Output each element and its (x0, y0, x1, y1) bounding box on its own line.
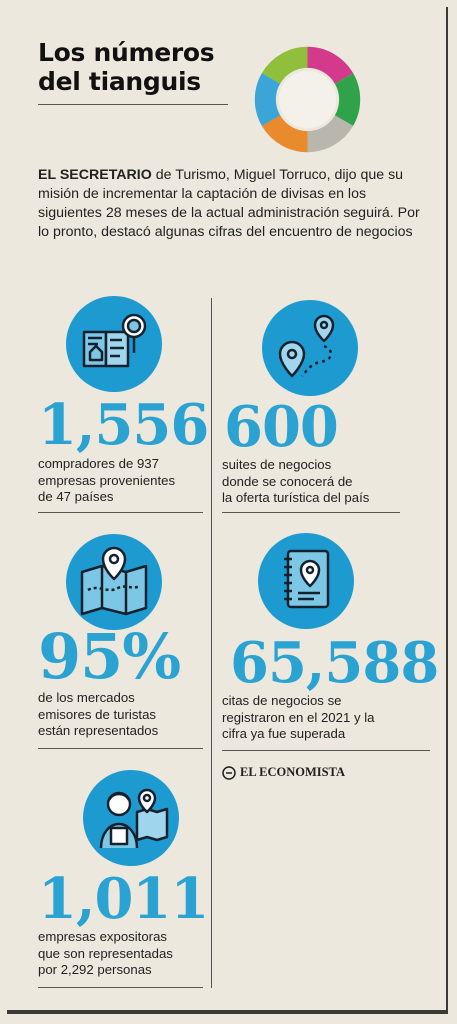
divider-left-3 (38, 987, 203, 988)
stat-value-4: 65,588 (230, 630, 438, 696)
title-line-2: del tianguis (38, 67, 238, 96)
divider-left-1 (38, 512, 203, 513)
stat-value-5: 1,011 (38, 866, 208, 932)
stat-value-3: 95% (38, 620, 180, 693)
logo-text: EL ECONOMISTA (240, 765, 345, 780)
map-pin-icon (66, 534, 162, 630)
divider-left-2 (38, 748, 203, 749)
stat-desc-4: citas de negocios se registraron en el 2… (222, 693, 427, 743)
title-divider (38, 104, 228, 105)
stat-value-1: 1,556 (38, 392, 208, 458)
stat-desc-3: de los mercados emisores de turistas est… (38, 690, 208, 740)
page-title: Los números del tianguis (38, 38, 238, 96)
brochure-location-icon (66, 296, 162, 392)
stat-desc-5: empresas expositoras que son representad… (38, 929, 208, 979)
notebook-pin-icon (258, 533, 354, 629)
stat-value-2: 600 (224, 394, 338, 460)
stat-desc-1: compradores de 937 empresas provenientes… (38, 456, 208, 506)
economista-logo-mark (222, 766, 236, 780)
stat-desc-2: suites de negocios donde se conocerá de … (222, 457, 422, 507)
intro-paragraph: EL SECRETARIO de Turismo, Miguel Torruco… (38, 166, 423, 242)
el-economista-logo: EL ECONOMISTA (222, 765, 345, 780)
intro-lead: EL SECRETARIO (38, 167, 152, 183)
column-divider (211, 298, 212, 988)
decorative-donut-graphic (250, 42, 365, 157)
divider-right-2 (222, 750, 430, 751)
person-map-icon (83, 770, 179, 866)
page-frame (7, 7, 448, 1014)
route-pins-icon (262, 300, 358, 396)
divider-right-1 (222, 512, 400, 513)
title-line-1: Los números (38, 38, 238, 67)
